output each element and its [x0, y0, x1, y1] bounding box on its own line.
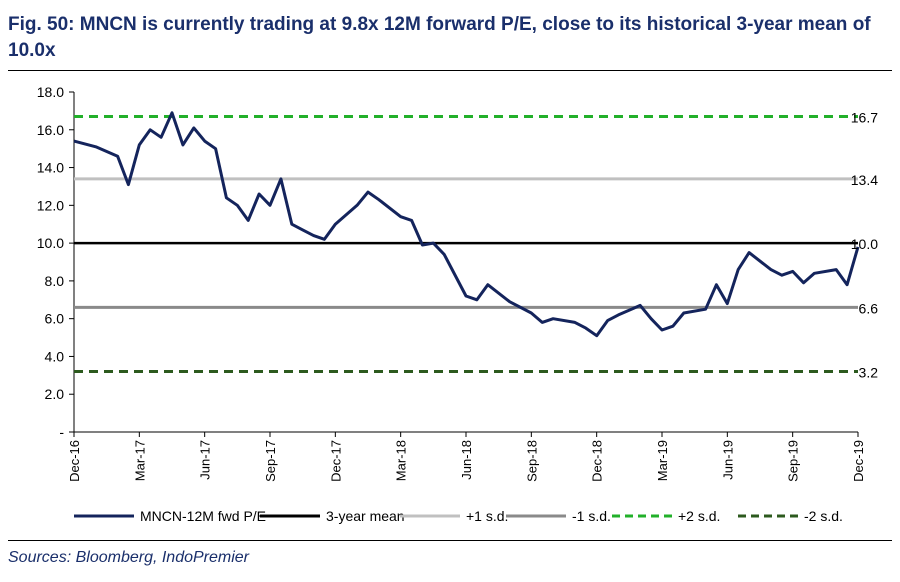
- x-tick-label: Jun-18: [459, 440, 474, 480]
- y-tick-label: 16.0: [37, 122, 64, 138]
- y-tick-label: 12.0: [37, 197, 64, 213]
- x-tick-label: Dec-17: [328, 440, 343, 482]
- series-line-mncn-pe: [73, 111, 860, 338]
- source-block: Sources: Bloomberg, IndoPremier: [8, 540, 892, 567]
- figure-title: Fig. 50: MNCN is currently trading at 9.…: [8, 14, 871, 61]
- y-tick-label: 2.0: [45, 386, 65, 402]
- x-tick-label: Sep-17: [263, 440, 278, 482]
- x-tick-label: Dec-19: [851, 440, 866, 482]
- y-tick-label: 4.0: [45, 348, 65, 364]
- source-note: Sources: Bloomberg, IndoPremier: [8, 549, 249, 566]
- x-tick-label: Jun-19: [720, 440, 735, 480]
- legend-label: +1 s.d.: [466, 508, 508, 524]
- x-tick-label: Sep-19: [786, 440, 801, 482]
- reference-value-label: 10.0: [851, 236, 878, 252]
- y-tick-label: 14.0: [37, 160, 64, 176]
- reference-value-label: 3.2: [859, 365, 879, 381]
- legend-label: +2 s.d.: [678, 508, 720, 524]
- pe-band-chart: - 2.0 4.0 6.0 8.0 10.0 12.0 14.0 16.0 18.0 Dec-16 M…: [37, 84, 879, 524]
- reference-value-label: 16.7: [851, 110, 878, 126]
- y-tick-label: 6.0: [45, 311, 65, 327]
- legend-label: -2 s.d.: [804, 508, 843, 524]
- y-tick-label: 18.0: [37, 84, 64, 100]
- x-tick-label: Mar-19: [655, 440, 670, 481]
- x-tick-label: Mar-17: [132, 440, 147, 481]
- legend-label: MNCN-12M fwd P/E: [140, 508, 266, 524]
- legend-label: 3-year mean: [326, 508, 405, 524]
- legend-label: -1 s.d.: [572, 508, 611, 524]
- x-tick-label: Mar-18: [394, 440, 409, 481]
- y-tick-label: 8.0: [45, 273, 65, 289]
- x-tick-label: Dec-18: [590, 440, 605, 482]
- x-tick-label: Sep-18: [524, 440, 539, 482]
- x-tick-label: Jun-17: [198, 440, 213, 480]
- y-tick-label: 10.0: [37, 235, 64, 251]
- title-block: Fig. 50: MNCN is currently trading at 9.…: [8, 12, 892, 71]
- reference-value-label: 13.4: [851, 172, 878, 188]
- x-tick-label: Dec-16: [67, 440, 82, 482]
- y-tick-label: -: [59, 424, 64, 440]
- reference-value-label: 6.6: [859, 300, 879, 316]
